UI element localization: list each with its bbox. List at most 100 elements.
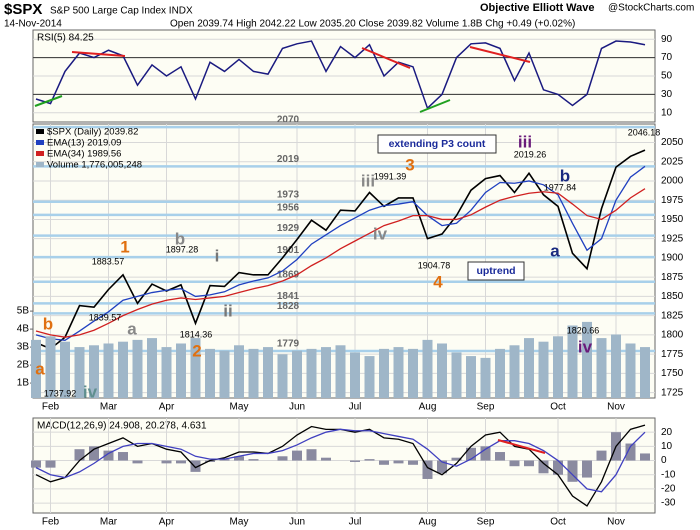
bar xyxy=(408,460,418,465)
annotation: 4 xyxy=(433,272,443,291)
bar xyxy=(176,343,186,398)
bar xyxy=(321,457,331,461)
legend-label: EMA(34) 1989.56 xyxy=(47,149,121,160)
level-label: 1828 xyxy=(277,301,300,312)
annotation: 3 xyxy=(405,155,414,174)
y-tick-label: 90 xyxy=(661,34,673,45)
bar xyxy=(596,450,607,461)
bar xyxy=(118,341,128,398)
y-tick-label: 1725 xyxy=(661,387,684,398)
annotation: b xyxy=(560,166,570,185)
bar xyxy=(306,449,317,461)
bar xyxy=(277,354,288,398)
bar xyxy=(132,460,143,464)
divergence-line xyxy=(497,439,546,454)
bar xyxy=(466,356,476,398)
bar xyxy=(205,348,215,398)
level-label: 1779 xyxy=(277,339,300,350)
bar xyxy=(248,348,259,398)
y2-tick-label: 3B xyxy=(17,342,30,353)
bar xyxy=(364,459,375,461)
bar xyxy=(335,345,346,398)
bar xyxy=(596,338,607,398)
annotation: 1991.39 xyxy=(374,171,407,181)
bar xyxy=(103,450,114,461)
bar xyxy=(393,347,404,398)
legend-label: Volume 1,776,005,248 xyxy=(47,160,142,171)
level-label: 1929 xyxy=(277,223,300,234)
y2-tick-label: 5B xyxy=(17,306,30,317)
annotation: a xyxy=(35,359,45,378)
bar xyxy=(118,452,128,461)
bar xyxy=(509,460,520,467)
level-label: 1956 xyxy=(277,202,300,213)
bar xyxy=(219,459,230,461)
legend-swatch xyxy=(36,151,44,156)
bar xyxy=(422,460,433,479)
annotation: iii xyxy=(361,171,375,190)
y-tick-label: 1775 xyxy=(661,349,684,360)
y2-tick-label: 2B xyxy=(17,360,30,371)
y-tick-label: -10 xyxy=(661,469,676,480)
level-label: 2070 xyxy=(277,115,300,126)
y-tick-label: -30 xyxy=(661,498,676,509)
divergence-line xyxy=(361,47,411,69)
bar xyxy=(640,347,650,398)
note-box xyxy=(467,261,525,281)
annotation: 1820.66 xyxy=(567,325,600,335)
divergence-line xyxy=(419,99,451,113)
note-box xyxy=(377,134,497,154)
bar xyxy=(509,345,520,398)
bar xyxy=(306,348,317,398)
annotation: i xyxy=(215,246,220,265)
bar xyxy=(524,338,534,398)
legend-swatch xyxy=(36,162,44,167)
annotation: iv xyxy=(578,337,593,356)
bar xyxy=(379,348,389,398)
y-tick-label: 10 xyxy=(661,441,673,452)
bar xyxy=(495,348,505,398)
bar xyxy=(625,343,636,398)
bar xyxy=(553,336,563,398)
bar xyxy=(553,460,563,475)
bar xyxy=(538,460,549,474)
bar xyxy=(625,443,636,461)
annotation: 1897.28 xyxy=(166,244,199,254)
bar xyxy=(234,345,244,398)
annotation: ii xyxy=(223,301,232,320)
x-tick-label: May xyxy=(230,517,249,528)
annotation: 1 xyxy=(120,237,129,256)
bar xyxy=(480,446,491,461)
note: extending P3 count xyxy=(389,138,486,150)
bar xyxy=(466,447,476,461)
y-tick-label: 1825 xyxy=(661,310,684,321)
y-tick-label: -20 xyxy=(661,484,676,495)
bar xyxy=(161,460,172,464)
annotation: 2019.26 xyxy=(514,149,547,159)
bar xyxy=(480,357,491,398)
bar xyxy=(393,460,404,464)
bar xyxy=(437,343,447,398)
series-line xyxy=(35,188,646,338)
macd-panel xyxy=(32,417,656,514)
x-tick-label: Sep xyxy=(477,402,495,413)
level-label: 1869 xyxy=(277,269,300,280)
y-tick-label: 30 xyxy=(661,89,673,100)
bar xyxy=(45,460,56,468)
x-tick-label: Nov xyxy=(607,517,625,528)
annotation: 2046.18 xyxy=(628,127,661,137)
x-tick-label: Jun xyxy=(289,402,305,413)
y-tick-label: 20 xyxy=(661,427,673,438)
x-tick-label: Aug xyxy=(419,402,437,413)
legend-label: $SPX (Daily) 2039.82 xyxy=(47,127,138,138)
bar xyxy=(350,460,360,462)
y-tick-label: 2000 xyxy=(661,176,684,187)
bar xyxy=(451,457,462,461)
annotation: 1977.84 xyxy=(544,182,577,192)
bar xyxy=(408,348,418,398)
divergence-line xyxy=(469,46,531,63)
legend-label: EMA(13) 2019.09 xyxy=(47,138,121,149)
bar xyxy=(89,345,99,398)
bar xyxy=(582,460,592,478)
